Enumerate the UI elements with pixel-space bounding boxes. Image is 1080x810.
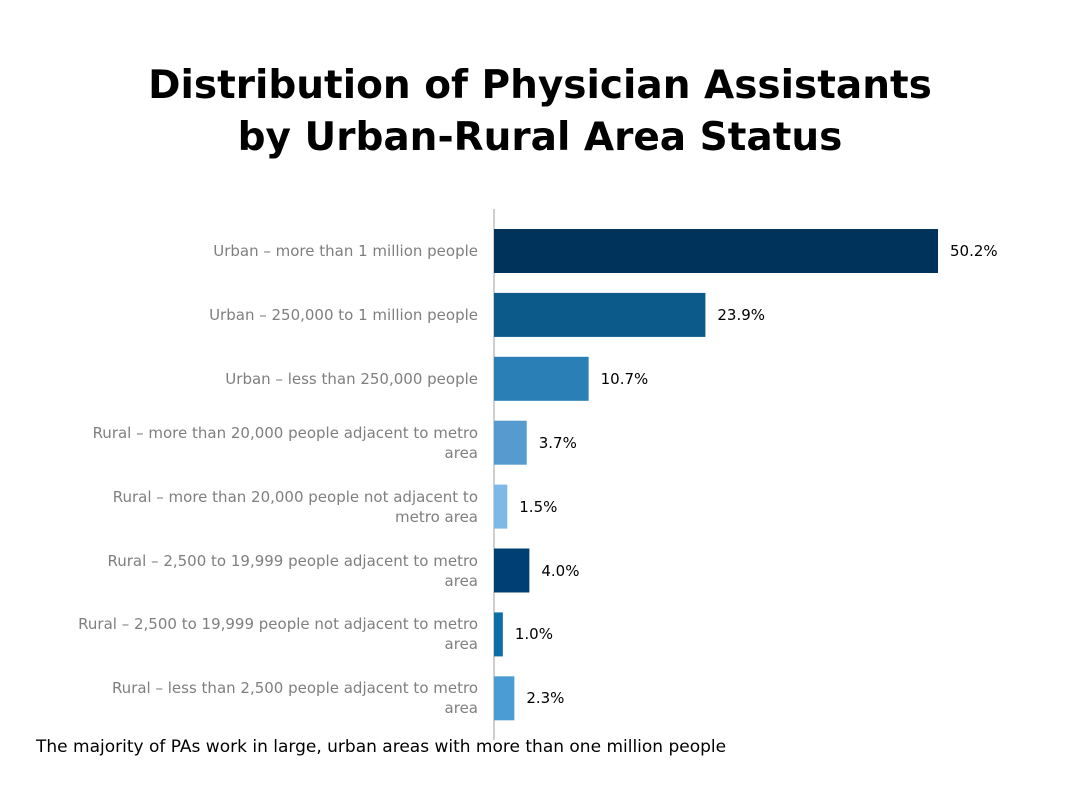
bar [494,356,589,401]
value-label: 3.7% [538,433,577,452]
bar [494,676,515,721]
category-label: Rural – more than 20,000 people adjacent… [92,423,478,462]
bar [494,612,503,657]
category-label: Rural – less than 2,500 people adjacent … [111,679,478,718]
value-label: 4.0% [541,561,580,580]
bar [494,548,530,593]
category-label: Urban – more than 1 million people [213,242,478,260]
bar [494,229,939,273]
bar [494,420,527,465]
title-wrap: Distribution of Physician Assistants by … [0,60,1080,164]
value-label: 1.0% [514,625,553,644]
value-label: 2.3% [526,689,565,708]
category-label: Rural – 2,500 to 19,999 people not adjac… [78,615,478,654]
value-label: 23.9% [717,305,766,324]
category-label: Rural – more than 20,000 people not adja… [112,487,478,526]
category-label: Rural – 2,500 to 19,999 people adjacent … [107,551,479,590]
chart-title: Distribution of Physician Assistants by … [148,63,932,160]
value-label: 10.7% [600,369,649,388]
bar [494,292,706,337]
value-label: 50.2% [950,242,998,260]
category-label: Urban – less than 250,000 people [225,369,478,388]
category-label: Urban – 250,000 to 1 million people [209,305,478,324]
bar [494,484,508,529]
value-label: 1.5% [519,497,558,516]
annotation: The majority of PAs work in large, urban… [36,737,727,757]
